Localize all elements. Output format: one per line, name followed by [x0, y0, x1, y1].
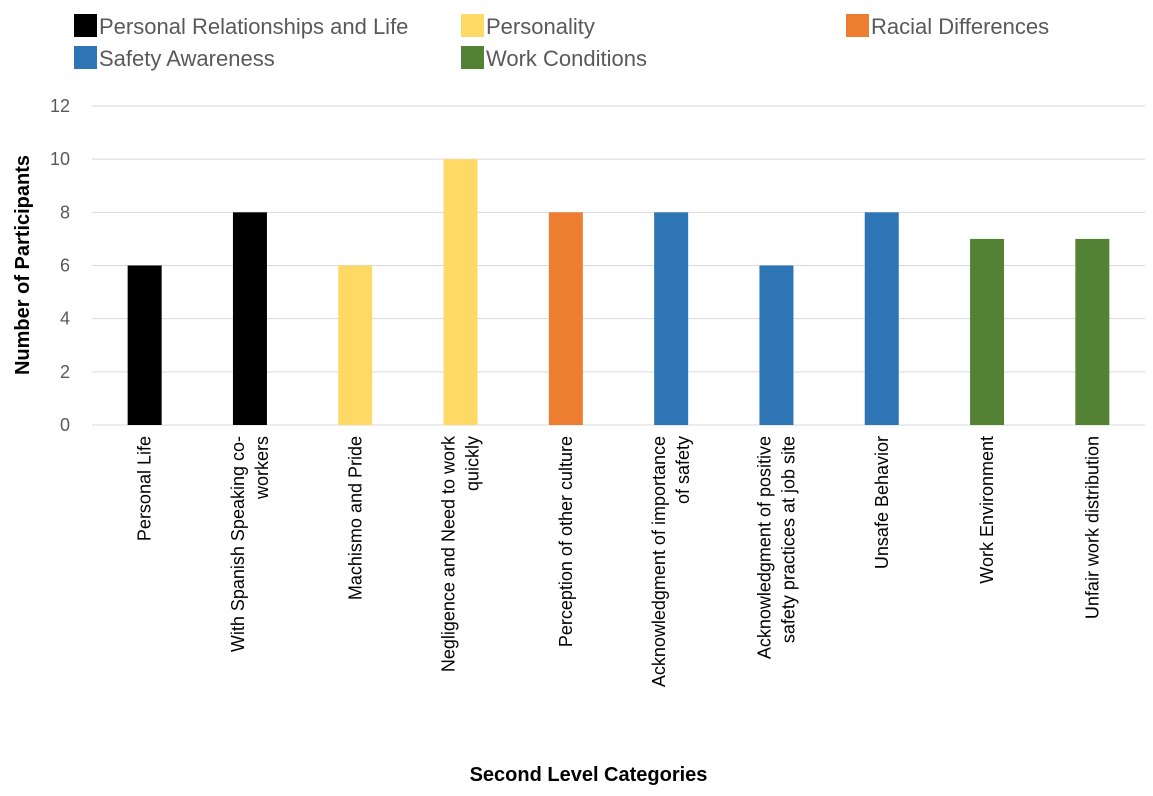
bar-7 [864, 212, 899, 425]
x-axis-category-labels: Personal Life With Spanish Speaking co-wo… [135, 435, 1103, 687]
x-category-label-0-line-0: Personal Life [135, 436, 155, 541]
y-tick-label-0: 0 [60, 415, 70, 435]
legend-label-3: Safety Awareness [99, 46, 275, 71]
bar-8 [970, 238, 1005, 425]
bar-3 [443, 159, 478, 425]
x-category-label-9: Unfair work distribution [1082, 436, 1102, 619]
y-axis-ticks: 0 2 4 6 8 10 12 [50, 96, 70, 435]
x-category-label-1-line-0: With Spanish Speaking co- [228, 436, 248, 652]
bar-2 [338, 265, 373, 425]
x-category-label-3: Negligence and Need to work quickly [439, 435, 483, 672]
bar-0 [127, 265, 162, 425]
x-category-label-9-line-0: Unfair work distribution [1082, 436, 1102, 619]
x-category-label-6-line-0: Acknowledgment of positive [754, 436, 774, 659]
x-category-label-3-line-1: quickly [463, 436, 483, 491]
x-category-label-7-line-0: Unsafe Behavior [872, 436, 892, 569]
y-tick-label-8: 8 [60, 202, 70, 222]
x-category-label-5-line-0: Acknowledgment of importance [649, 436, 669, 687]
gridlines [92, 105, 1145, 426]
x-category-label-0: Personal Life [135, 436, 155, 541]
legend-swatch-1 [461, 14, 484, 37]
x-category-label-6: Acknowledgment of positive safety practic… [754, 436, 798, 659]
y-tick-label-2: 2 [60, 362, 70, 382]
legend-swatch-4 [461, 46, 484, 69]
legend-swatch-2 [846, 14, 869, 37]
x-category-label-4-line-0: Perception of other culture [556, 436, 576, 647]
y-tick-label-12: 12 [50, 96, 70, 116]
bar-6 [759, 265, 794, 425]
x-category-label-7: Unsafe Behavior [872, 436, 892, 569]
bar-4 [548, 212, 583, 425]
x-category-label-5: Acknowledgment of importance of safety [649, 436, 693, 687]
bar-9 [1075, 238, 1110, 425]
x-category-label-2: Machismo and Pride [345, 436, 365, 600]
x-category-label-4: Perception of other culture [556, 436, 576, 647]
y-tick-label-10: 10 [50, 149, 70, 169]
x-category-label-3-line-0: Negligence and Need to work [439, 435, 459, 672]
legend-label-4: Work Conditions [486, 46, 647, 71]
legend-swatch-0 [74, 14, 97, 37]
x-category-label-6-line-1: safety practices at job site [778, 436, 798, 643]
legend-swatch-3 [74, 46, 97, 69]
y-tick-label-6: 6 [60, 256, 70, 276]
legend: Personal Relationships and Life Personali… [74, 14, 1049, 71]
x-category-label-1-line-1: workers [252, 436, 272, 500]
x-category-label-8-line-0: Work Environment [977, 436, 997, 584]
x-category-label-8: Work Environment [977, 436, 997, 584]
legend-label-0: Personal Relationships and Life [99, 14, 408, 39]
y-axis-title: Number of Participants [12, 155, 34, 375]
bar-5 [654, 212, 689, 425]
legend-label-1: Personality [486, 14, 595, 39]
bars [127, 159, 1110, 425]
x-category-label-1: With Spanish Speaking co-workers [228, 436, 272, 652]
x-category-label-5-line-1: of safety [673, 436, 693, 504]
x-category-label-2-line-0: Machismo and Pride [345, 436, 365, 600]
legend-label-2: Racial Differences [871, 14, 1049, 39]
y-tick-label-4: 4 [60, 309, 70, 329]
bar-1 [232, 212, 267, 425]
x-axis-title: Second Level Categories [470, 764, 708, 786]
